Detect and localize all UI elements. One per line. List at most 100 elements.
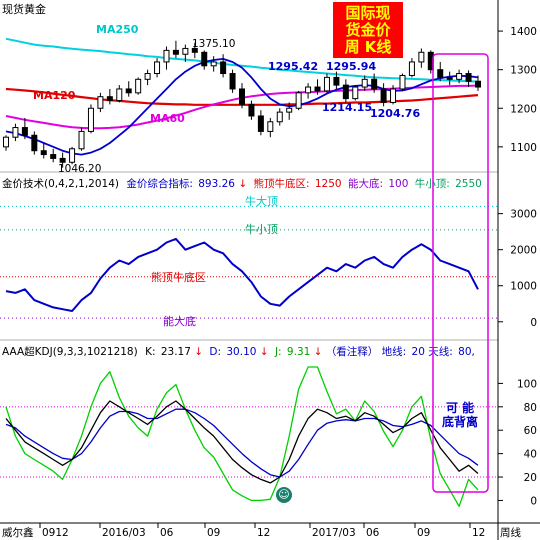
- candle-body: [229, 73, 236, 90]
- indicator-header-prefix: 金价技术(0,4,2,1,2014): [2, 177, 119, 190]
- time-tick-label: 2017/03: [312, 527, 356, 539]
- candle-body: [154, 61, 161, 75]
- candle-body: [305, 86, 312, 94]
- ma60-label: MA60: [150, 112, 185, 125]
- candle-body: [163, 49, 170, 63]
- kdj-lines: [0, 366, 498, 507]
- kdj-tick-label-100: 100: [517, 378, 537, 390]
- kdj-header-kv: 23.17: [161, 346, 191, 358]
- kdj-tick-label-20: 20: [524, 472, 537, 484]
- candle-body: [40, 150, 47, 156]
- candle-body: [248, 103, 255, 117]
- kdj-header-dv: 30.10: [226, 346, 256, 358]
- candle-body: [116, 88, 123, 102]
- divergence-highlight-box: [432, 53, 489, 493]
- candle-body: [446, 76, 453, 80]
- kdj-j-line: [5, 366, 479, 507]
- high-price-label: 1375.10: [192, 38, 235, 50]
- candle-body: [314, 86, 321, 92]
- candle-body: [135, 78, 142, 94]
- promo-line-3: 周 K线: [344, 38, 392, 56]
- promo-line-2: 货金价: [345, 21, 391, 39]
- indicator-header-v3: 100: [388, 178, 408, 190]
- candle-body: [333, 76, 340, 86]
- candle-body: [437, 69, 444, 78]
- candle-body: [239, 88, 245, 105]
- indicator-axis: 0 1000 2000 3000: [498, 209, 537, 329]
- time-tick-label: 12: [472, 527, 485, 539]
- ma250-line: [5, 37, 479, 83]
- candle-body: [295, 92, 302, 109]
- kdj-header-div: 20: [412, 346, 425, 358]
- candle-body: [361, 78, 368, 88]
- indicator-tick-label-3000: 3000: [510, 209, 537, 221]
- candle-body: [286, 107, 293, 113]
- price-axis: 1100 1200 1300 1400: [498, 26, 537, 154]
- kdj-panel: 0 20 40 60 80 100 AAA超KDJ(9,3,3,1021218) K: 2…: [0, 345, 537, 507]
- candle-body: [3, 136, 9, 148]
- ma20-line: [5, 58, 479, 156]
- indicator-header-v2: 1250: [315, 178, 342, 190]
- kdj-axis: 0 20 40 60 80 100: [498, 378, 537, 507]
- price-tick-label-1300: 1300: [510, 65, 537, 77]
- price-tick-label-1100: 1100: [510, 142, 537, 154]
- price-label-3: 1214.15: [322, 101, 372, 114]
- candle-body: [31, 134, 38, 152]
- candle-body: [87, 107, 94, 132]
- kdj-header-jl: J:: [274, 346, 282, 358]
- price-label-2: 1295.94: [326, 60, 376, 73]
- chart-title: 现货黄金: [2, 2, 46, 16]
- author-label: 威尔鑫: [2, 526, 34, 539]
- kdj-tick-label-40: 40: [524, 449, 537, 461]
- candle-body: [390, 88, 397, 103]
- kdj-header-til: 天线:: [428, 345, 453, 358]
- candle-body: [465, 73, 472, 82]
- kdj-header-dl: D:: [209, 346, 221, 358]
- kdj-header-ja: ↓: [314, 346, 323, 358]
- candle-body: [191, 47, 198, 53]
- candle-body: [352, 86, 359, 100]
- time-axis: 0912 2016/03 06 09 12 2017/03 06 09 12: [39, 523, 485, 539]
- kdj-header-tiv: 80,: [458, 346, 475, 358]
- kdj-header-ka: ↓: [194, 346, 203, 358]
- candle-body: [21, 127, 28, 136]
- kdj-header-kl: K:: [145, 346, 155, 358]
- kdj-header-da: ↓: [260, 346, 269, 358]
- kdj-header-dil: 地线:: [382, 345, 407, 358]
- candle-body: [408, 61, 415, 76]
- time-tick-label: 2016/03: [102, 527, 146, 539]
- candle-body: [323, 76, 330, 92]
- time-tick-label: 12: [257, 527, 270, 539]
- candle-body: [106, 96, 113, 102]
- ma120-label: MA120: [33, 89, 76, 102]
- divergence-note-line-2: 底背离: [442, 414, 478, 429]
- price-label-4: 1204.76: [370, 107, 420, 120]
- indicator-header: 金价技术(0,4,2,1,2014) 金价综合指标: 893.26 ↓ 熊顶牛底…: [2, 177, 482, 190]
- indicator-header-a1: ↓: [238, 178, 247, 190]
- indicator-header-v1: 893.26: [198, 178, 235, 190]
- promo-badge: 国际现 货金价 周 K线: [333, 2, 403, 58]
- indicator-tick-label-2000: 2000: [510, 245, 537, 257]
- period-label: 周线: [500, 526, 521, 539]
- indicator-panel: 0 1000 2000 3000 金价技术(0,4,2,1,2014) 金价综合指标:…: [0, 177, 537, 341]
- candle-body: [97, 96, 104, 109]
- candle-body: [125, 88, 132, 94]
- indicator-tick-label-1000: 1000: [510, 281, 537, 293]
- candle-body: [50, 154, 57, 159]
- candle-body: [371, 78, 378, 90]
- candle-body: [267, 121, 274, 132]
- time-tick-label: 0912: [42, 527, 69, 539]
- smiley-icon: ☺: [276, 487, 292, 503]
- kdj-header-jv: 9.31: [287, 346, 310, 358]
- indicator-tick-label-0: 0: [530, 317, 537, 329]
- bull-small-label: 牛小顶: [245, 222, 278, 236]
- time-tick-label: 09: [207, 527, 220, 539]
- kdj-k-line: [5, 400, 479, 484]
- candle-body: [276, 111, 283, 123]
- indicator-header-k2: 熊顶牛底区:: [253, 177, 309, 190]
- price-tick-label-1400: 1400: [510, 26, 537, 38]
- candle-body: [12, 127, 19, 138]
- price-candles: [3, 40, 481, 168]
- low-price-label: 1046.20: [58, 163, 101, 175]
